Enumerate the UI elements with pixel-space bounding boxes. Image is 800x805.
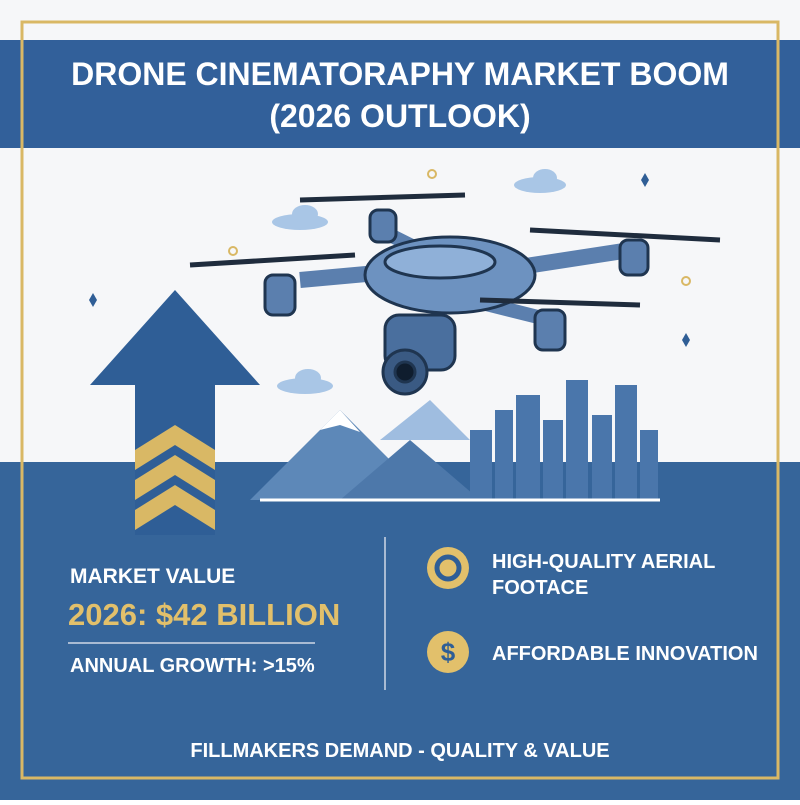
stats: MARKET VALUE 2026: $42 BILLION ANNUAL GR… [68,565,340,677]
landscape [250,380,660,502]
dollar-icon [427,631,469,673]
lower-band [0,462,800,800]
frame [20,20,780,780]
clouds [272,169,566,394]
dollar-icon-glyph: $ [441,637,456,667]
growth-arrow [90,290,260,535]
feature-text: AFFORDABLE INNOVATION [492,643,758,665]
aperture-icon-inner [434,554,462,582]
features: HIGH-QUALITY AERIAL FOOTACE $ AFFORDABLE… [427,547,758,673]
stat-value: 2026: $42 BILLION [68,597,340,632]
title-line: (2026 OUTLOOK) [269,98,530,134]
decorations [89,169,691,347]
title-line: DRONE CINEMATORAPHY MARKET BOOM [71,56,729,92]
footer-text: FILLMAKERS DEMAND - QUALITY & VALUE [190,740,609,762]
drone [189,192,721,396]
stat-growth: ANNUAL GROWTH: >15% [70,655,315,677]
stat-label: MARKET VALUE [70,565,235,588]
title-band [0,40,800,148]
aperture-icon [427,547,469,589]
feature-text: HIGH-QUALITY AERIAL [492,551,715,573]
feature-text: FOOTACE [492,577,588,599]
